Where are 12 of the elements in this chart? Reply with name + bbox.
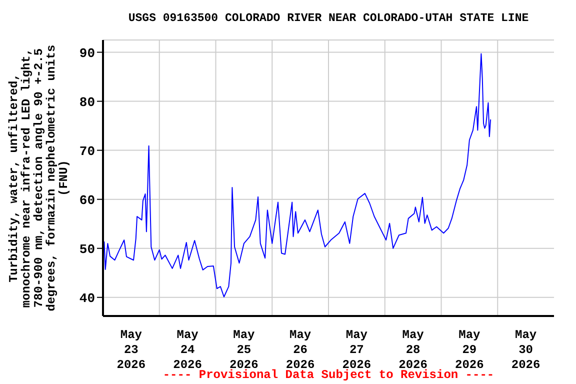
y-tick-label: 40 [79,290,96,306]
line-series [104,53,492,298]
y-axis-title: Turbidity, water, unfiltered, monochrome near infra-red LED light, 780-900 nm, detection angle 90 +-2.5 degrees, formazin nephelometric units (FNU) [7,44,71,312]
y-tick-label: 50 [79,242,96,257]
y-tick-label: 90 [79,46,96,61]
y-tick-label: 80 [79,94,96,110]
chart-title: USGS 09163500 COLORADO RIVER NEAR COLORADO-UTAH STATE LINE [127,12,530,25]
y-tick-label: 70 [79,144,96,159]
x-tick-label: May 30 2026 [511,328,540,372]
x-tick-label: May 23 2026 [116,328,146,372]
x-tick-label: May 29 2026 [455,328,484,372]
y-tick-label: 60 [79,192,96,208]
